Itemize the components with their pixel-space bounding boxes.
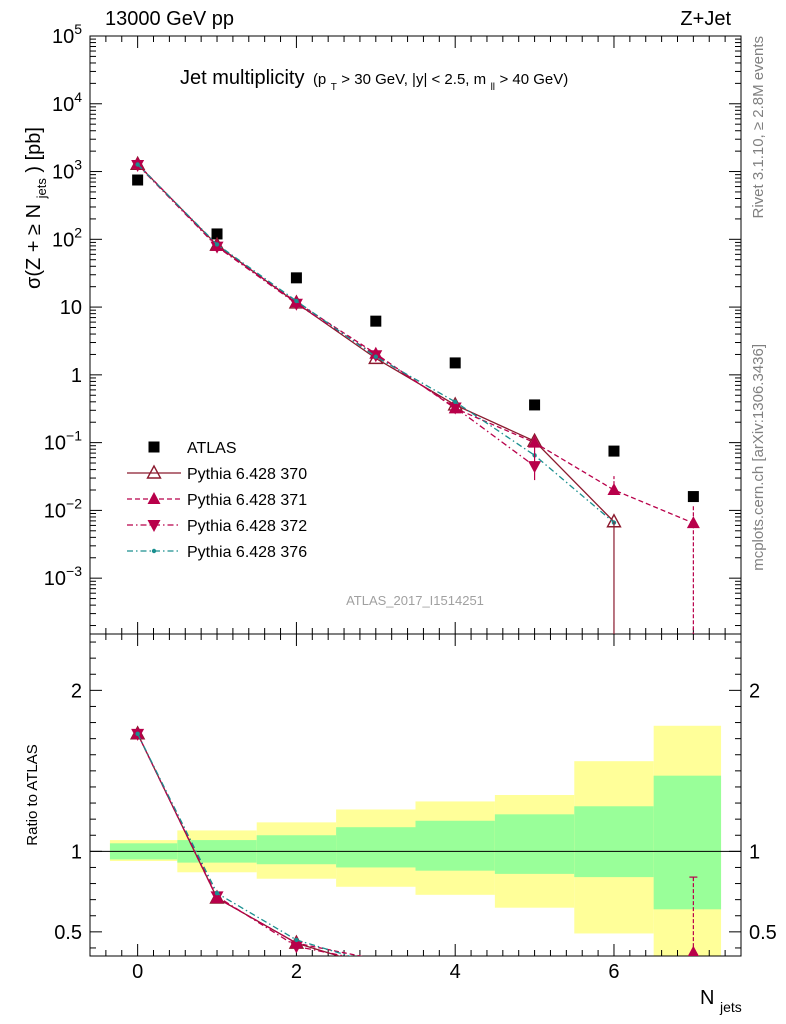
axis-tick-labels: 0 2 4 6 10−3 10−2 10−1 1 10 102 103 104 105 0.5 0.5 1 1 2…	[44, 21, 777, 983]
plot-frames	[89, 35, 742, 957]
stat-band-green	[256, 835, 337, 865]
series-atlas	[132, 174, 699, 503]
process-label: Z+Jet	[680, 8, 731, 30]
data-point	[132, 174, 144, 186]
data-point	[210, 241, 224, 254]
y-tick-label: 10−2	[44, 495, 82, 522]
legend-label: Pythia 6.428 371	[187, 492, 307, 509]
y-tick-label: 10−1	[44, 428, 82, 455]
x-tick-label: 6	[608, 961, 619, 983]
ratio-point	[687, 945, 699, 956]
legend-entry-p370: Pythia 6.428 370	[127, 464, 307, 483]
series-pythia-6-428-372	[131, 159, 542, 474]
energy-label: 13000 GeV pp	[105, 8, 234, 30]
mcplots-label: mcplots.cern.ch [arXiv:1306.3436]	[750, 344, 767, 571]
data-point	[608, 445, 620, 457]
y-axis-label: σ(Z + ≥ N jets ) [pb]	[23, 127, 51, 289]
stat-band-green	[653, 775, 722, 910]
stat-band-green	[574, 806, 654, 878]
y-tick-label: 103	[52, 157, 82, 184]
data-point	[449, 357, 461, 369]
legend-label: ATLAS	[187, 440, 237, 457]
ratio-point	[214, 891, 220, 896]
plot-title-cuts-end: > 40 GeV)	[499, 71, 568, 88]
legend: ATLAS Pythia 6.428 370 Pythia 6.428 371 Pyt…	[127, 440, 307, 561]
y-axis-label-end: ) [pb]	[23, 127, 45, 173]
series-line	[137, 164, 535, 467]
data-point	[211, 228, 223, 240]
ratio-point	[289, 941, 303, 954]
data-point	[294, 298, 299, 304]
ratio-point	[135, 731, 140, 737]
plot-title: Jet multiplicity (p T > 30 GeV, |y| < 2.…	[180, 67, 568, 94]
y-axis-label-main: σ(Z + ≥ N	[23, 204, 45, 289]
legend-label: Pythia 6.428 370	[187, 466, 307, 483]
legend-entry-p371: Pythia 6.428 371	[127, 492, 307, 509]
legend-label: Pythia 6.428 372	[187, 518, 307, 535]
legend-marker	[147, 492, 161, 504]
plot-title-cuts-mid: > 30 GeV, |y| < 2.5, m	[341, 71, 486, 88]
y-tick-label: 102	[52, 224, 82, 251]
ratio-y-tick-label-right: 2	[749, 680, 760, 702]
ratio-y-tick-label: 2	[71, 680, 82, 702]
y-axis-label-sub: jets	[34, 178, 49, 200]
ratio-y-axis-label: Ratio to ATLAS	[24, 744, 41, 845]
x-tick-label: 4	[450, 961, 461, 983]
x-axis-label-sub: jets	[719, 999, 742, 1015]
legend-label: Pythia 6.428 376	[187, 544, 307, 561]
ratio-pythia-6-428-376	[135, 731, 352, 956]
x-tick-label: 0	[132, 961, 143, 983]
series-pythia-6-428-376	[135, 162, 617, 525]
data-point	[529, 399, 541, 411]
data-point	[214, 242, 220, 247]
data-point	[687, 491, 699, 503]
data-point	[290, 272, 302, 284]
ratio-series	[129, 725, 699, 956]
ratio-y-tick-label: 0.5	[54, 922, 82, 944]
axis-ticks	[89, 35, 742, 956]
y-tick-label: 10	[60, 297, 82, 319]
stat-band-green	[415, 820, 495, 871]
data-point	[135, 162, 140, 167]
y-tick-label: 1	[71, 365, 82, 387]
ratio-y-tick-label: 1	[71, 841, 82, 863]
legend-marker	[151, 548, 157, 554]
legend-entry-p376: Pythia 6.428 376	[127, 544, 307, 561]
analysis-watermark: ATLAS_2017_I1514251	[346, 593, 484, 608]
ratio-uncertainty-bands	[90, 725, 741, 956]
data-point	[370, 315, 382, 327]
legend-marker	[146, 464, 162, 479]
stat-band-green	[494, 814, 575, 874]
y-tick-label: 10−3	[44, 563, 82, 590]
ratio-line	[137, 733, 348, 956]
x-axis-label-main: N	[700, 987, 714, 1009]
legend-entry-atlas: ATLAS	[148, 440, 237, 457]
y-tick-label: 104	[52, 89, 82, 116]
data-series	[129, 155, 700, 634]
plot-title-cuts-t: T	[331, 82, 337, 93]
plot-title-cuts-ll: ll	[491, 82, 495, 93]
x-axis-label: N jets	[700, 987, 742, 1015]
plot-title-main: Jet multiplicity	[180, 67, 304, 89]
x-tick-label: 2	[291, 961, 302, 983]
legend-marker	[147, 520, 161, 532]
legend-entry-p372: Pythia 6.428 372	[127, 518, 307, 535]
data-point	[373, 354, 379, 359]
data-point	[289, 298, 303, 311]
legend-marker	[148, 441, 160, 453]
y-tick-label: 105	[52, 21, 82, 48]
data-point	[448, 402, 462, 415]
ratio-y-tick-label-right: 0.5	[749, 922, 777, 944]
ratio-y-tick-label-right: 1	[749, 841, 760, 863]
plot-title-cuts-open: (p	[313, 71, 326, 88]
data-point	[452, 399, 458, 405]
ratio-point	[294, 937, 299, 943]
stat-band-green	[336, 827, 416, 868]
ratio-panel-frame	[89, 633, 742, 957]
rivet-label: Rivet 3.1.10, ≥ 2.8M events	[750, 36, 767, 219]
